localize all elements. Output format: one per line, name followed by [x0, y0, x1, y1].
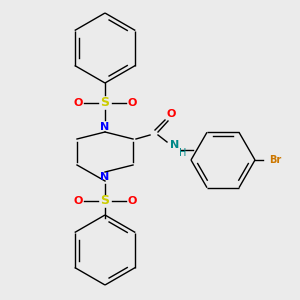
Text: O: O	[127, 196, 137, 206]
Text: N: N	[100, 122, 109, 132]
Text: H: H	[179, 148, 187, 158]
Text: O: O	[127, 98, 137, 108]
Text: N: N	[170, 140, 180, 150]
Text: O: O	[166, 109, 176, 119]
Text: O: O	[73, 196, 83, 206]
Text: Br: Br	[269, 155, 281, 165]
Text: S: S	[100, 194, 109, 208]
Text: N: N	[100, 172, 109, 182]
Text: S: S	[100, 97, 109, 110]
Text: O: O	[73, 98, 83, 108]
